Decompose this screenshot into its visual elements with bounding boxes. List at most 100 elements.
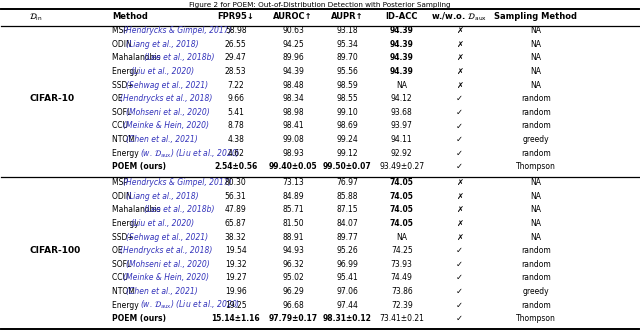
Text: 94.12: 94.12: [391, 94, 413, 103]
Text: 94.39: 94.39: [390, 67, 413, 76]
Text: ✓: ✓: [456, 287, 463, 296]
Text: NA: NA: [531, 53, 541, 62]
Text: 73.93: 73.93: [391, 260, 413, 269]
Text: 89.96: 89.96: [282, 53, 304, 62]
Text: 47.89: 47.89: [225, 205, 246, 214]
Text: random: random: [521, 121, 551, 130]
Text: NA: NA: [531, 219, 541, 228]
Text: SOFL: SOFL: [113, 260, 134, 269]
Text: 92.92: 92.92: [391, 149, 413, 158]
Text: CIFAR-10: CIFAR-10: [29, 94, 74, 103]
Text: (Liu et al., 2020): (Liu et al., 2020): [131, 219, 194, 228]
Text: Energy: Energy: [113, 67, 141, 76]
Text: 9.66: 9.66: [227, 94, 244, 103]
Text: ✗: ✗: [456, 232, 463, 242]
Text: 93.68: 93.68: [391, 108, 413, 117]
Text: NA: NA: [531, 80, 541, 90]
Text: (w. $\mathcal{D}_{\mathrm{aux}}$) (Liu et al., 2020): (w. $\mathcal{D}_{\mathrm{aux}}$) (Liu e…: [140, 299, 240, 311]
Text: 81.50: 81.50: [282, 219, 304, 228]
Text: 90.63: 90.63: [282, 26, 304, 35]
Text: ✓: ✓: [456, 108, 463, 117]
Text: (Lee et al., 2018b): (Lee et al., 2018b): [144, 53, 215, 62]
Text: NA: NA: [531, 232, 541, 242]
Text: random: random: [521, 273, 551, 282]
Text: (Chen et al., 2021): (Chen et al., 2021): [125, 135, 198, 144]
Text: 98.41: 98.41: [282, 121, 304, 130]
Text: 97.79±0.17: 97.79±0.17: [269, 314, 317, 323]
Text: 97.44: 97.44: [337, 301, 358, 310]
Text: 87.15: 87.15: [337, 205, 358, 214]
Text: ✓: ✓: [456, 314, 463, 323]
Text: NTOM: NTOM: [113, 135, 138, 144]
Text: 96.99: 96.99: [337, 260, 358, 269]
Text: FPR95↓: FPR95↓: [217, 12, 254, 22]
Text: ✗: ✗: [456, 178, 463, 187]
Text: ✗: ✗: [456, 205, 463, 214]
Text: $\mathcal{D}_{\mathrm{in}}$: $\mathcal{D}_{\mathrm{in}}$: [29, 11, 43, 23]
Text: (Mohseni et al., 2020): (Mohseni et al., 2020): [125, 108, 209, 117]
Text: 74.05: 74.05: [390, 192, 413, 201]
Text: ✗: ✗: [456, 219, 463, 228]
Text: 76.97: 76.97: [337, 178, 358, 187]
Text: 19.27: 19.27: [225, 273, 246, 282]
Text: 93.97: 93.97: [391, 121, 413, 130]
Text: 85.88: 85.88: [337, 192, 358, 201]
Text: MSP: MSP: [113, 178, 131, 187]
Text: random: random: [521, 301, 551, 310]
Text: 28.53: 28.53: [225, 67, 246, 76]
Text: 89.77: 89.77: [337, 232, 358, 242]
Text: AUROC↑: AUROC↑: [273, 12, 313, 22]
Text: NA: NA: [531, 26, 541, 35]
Text: (Lee et al., 2018b): (Lee et al., 2018b): [144, 205, 215, 214]
Text: ✓: ✓: [456, 149, 463, 158]
Text: (Hendrycks & Gimpel, 2017): (Hendrycks & Gimpel, 2017): [123, 26, 232, 35]
Text: 98.55: 98.55: [337, 94, 358, 103]
Text: Mahalanobis: Mahalanobis: [113, 205, 163, 214]
Text: 94.39: 94.39: [390, 26, 413, 35]
Text: 5.41: 5.41: [227, 108, 244, 117]
Text: ✗: ✗: [456, 67, 463, 76]
Text: POEM (ours): POEM (ours): [113, 314, 166, 323]
Text: 74.25: 74.25: [391, 246, 413, 255]
Text: 99.50±0.07: 99.50±0.07: [323, 163, 372, 171]
Text: 98.59: 98.59: [337, 80, 358, 90]
Text: 15.14±1.16: 15.14±1.16: [211, 314, 260, 323]
Text: 98.34: 98.34: [282, 94, 304, 103]
Text: 38.32: 38.32: [225, 232, 246, 242]
Text: 94.39: 94.39: [390, 40, 413, 49]
Text: greedy: greedy: [522, 287, 549, 296]
Text: ✗: ✗: [456, 80, 463, 90]
Text: ODIN: ODIN: [113, 192, 134, 201]
Text: AUPR↑: AUPR↑: [331, 12, 364, 22]
Text: 94.25: 94.25: [282, 40, 304, 49]
Text: 19.32: 19.32: [225, 260, 246, 269]
Text: NA: NA: [531, 178, 541, 187]
Text: 56.31: 56.31: [225, 192, 246, 201]
Text: ✓: ✓: [456, 246, 463, 255]
Text: ✗: ✗: [456, 26, 463, 35]
Text: NA: NA: [531, 192, 541, 201]
Text: 93.49±0.27: 93.49±0.27: [379, 163, 424, 171]
Text: 74.05: 74.05: [390, 205, 413, 214]
Text: 93.18: 93.18: [337, 26, 358, 35]
Text: OE: OE: [113, 246, 125, 255]
Text: 94.11: 94.11: [391, 135, 413, 144]
Text: 96.29: 96.29: [282, 287, 304, 296]
Text: 98.69: 98.69: [337, 121, 358, 130]
Text: (Hendrycks & Gimpel, 2017): (Hendrycks & Gimpel, 2017): [123, 178, 232, 187]
Text: ✗: ✗: [456, 40, 463, 49]
Text: ODIN: ODIN: [113, 40, 134, 49]
Text: 94.39: 94.39: [390, 53, 413, 62]
Text: 96.68: 96.68: [282, 301, 304, 310]
Text: 19.96: 19.96: [225, 287, 246, 296]
Text: random: random: [521, 246, 551, 255]
Text: 80.30: 80.30: [225, 178, 246, 187]
Text: (Mohseni et al., 2020): (Mohseni et al., 2020): [125, 260, 209, 269]
Text: (Hendrycks et al., 2018): (Hendrycks et al., 2018): [120, 246, 212, 255]
Text: 99.40±0.05: 99.40±0.05: [269, 163, 317, 171]
Text: (Sehwag et al., 2021): (Sehwag et al., 2021): [125, 80, 208, 90]
Text: Mahalanobis: Mahalanobis: [113, 53, 163, 62]
Text: 96.32: 96.32: [282, 260, 304, 269]
Text: SSD+: SSD+: [113, 232, 136, 242]
Text: ✓: ✓: [456, 121, 463, 130]
